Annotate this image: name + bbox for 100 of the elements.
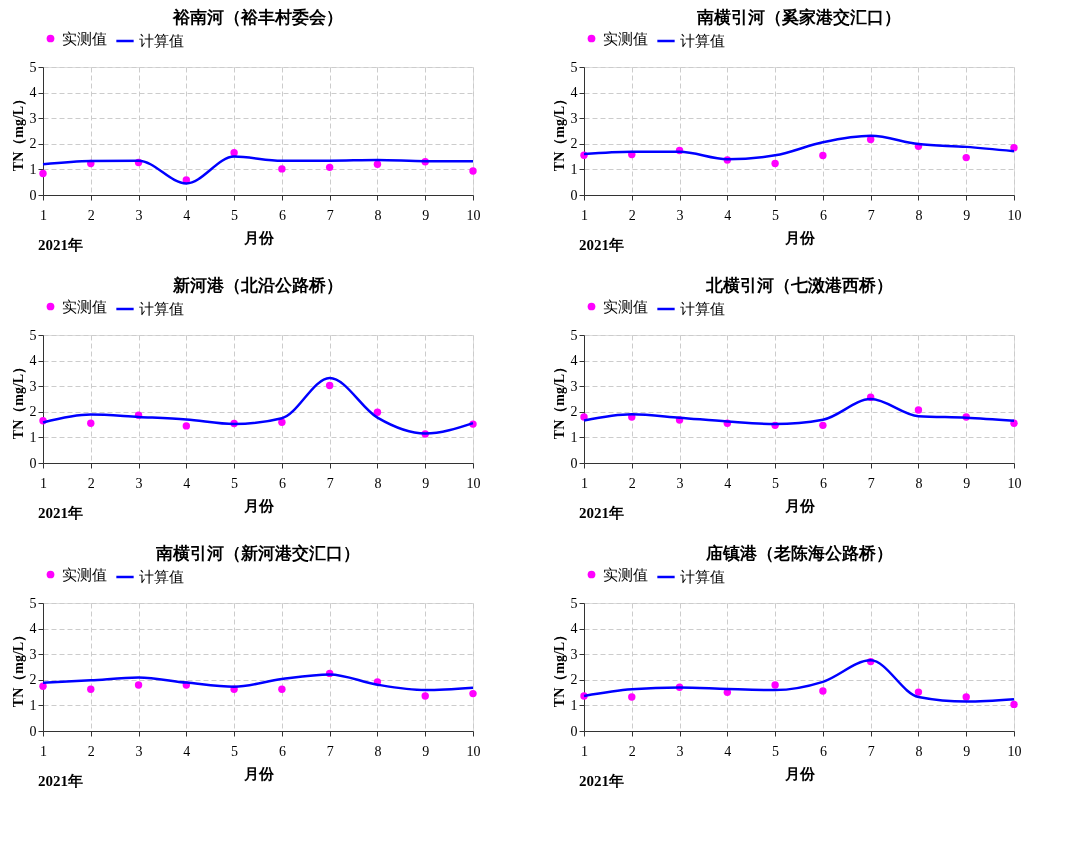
x-tick-label: 7: [326, 207, 334, 223]
y-tick-label: 0: [29, 187, 37, 203]
legend-label: 实测值: [603, 30, 648, 47]
x-tick-label: 7: [326, 475, 334, 491]
text: 2021年: [579, 505, 624, 521]
y-tick-label: 2: [29, 136, 37, 152]
x-tick-label: 9: [963, 475, 971, 491]
y-tick-label: 4: [29, 621, 37, 637]
x-tick-label: 9: [963, 207, 971, 223]
chart-title: 裕南河（裕丰村委会）: [172, 8, 343, 27]
x-tick-label: 4: [183, 475, 191, 491]
y-tick-label: 2: [29, 404, 37, 420]
x-tick-label: 10: [1007, 207, 1022, 223]
x-tick-label: 6: [278, 475, 286, 491]
x-tick-label: 5: [231, 743, 239, 759]
x-tick-label: 3: [676, 743, 684, 759]
x-tick-label: 7: [867, 743, 875, 759]
legend-label: 计算值: [680, 569, 725, 585]
x-axis-title: 月份: [242, 229, 275, 246]
point: [1010, 700, 1018, 709]
point: [628, 693, 636, 701]
legend-label: 实测值: [62, 30, 107, 47]
x-tick-label: 3: [135, 743, 143, 759]
chart-title: 北横引河（七滧港西桥）: [704, 276, 893, 295]
point: [87, 685, 95, 693]
y-tick-label: 4: [29, 353, 37, 369]
text: 2021年: [579, 237, 624, 253]
y-tick-label: 3: [570, 646, 578, 662]
x-axis-title: 月份: [242, 765, 275, 782]
x-tick-label: 6: [278, 743, 286, 759]
text: 2021年: [38, 773, 83, 789]
x-axis-title: 月份: [783, 229, 816, 246]
y-tick-label: 1: [29, 161, 37, 177]
y-tick-label: 0: [29, 723, 37, 739]
y-tick-label: 5: [29, 327, 37, 343]
y-tick-label: 1: [29, 697, 37, 713]
point: [469, 689, 477, 698]
point: [469, 167, 477, 175]
x-tick-label: 9: [422, 475, 430, 491]
y-tick-label: 2: [570, 672, 578, 688]
y-tick-label: 5: [29, 595, 37, 611]
y-tick-label: 3: [570, 110, 578, 126]
x-tick-label: 3: [676, 475, 684, 491]
x-tick-label: 4: [183, 207, 191, 223]
text: 2021年: [38, 505, 83, 521]
x-tick-label: 7: [326, 743, 334, 759]
y-tick-label: 5: [570, 59, 578, 75]
point: [819, 421, 827, 430]
y-axis-title: TN（mg/L）: [10, 627, 26, 708]
x-axis-title: 月份: [783, 765, 816, 782]
x-axis-title: 月份: [783, 497, 816, 514]
y-tick-label: 4: [29, 85, 37, 101]
y-axis-title: TN（mg/L）: [10, 359, 26, 440]
point: [580, 413, 588, 421]
y-tick-label: 2: [570, 404, 578, 420]
y-tick-label: 1: [570, 697, 578, 713]
point: [1010, 143, 1018, 152]
point: [39, 169, 47, 178]
x-tick-label: 6: [819, 207, 827, 223]
x-tick-label: 2: [87, 743, 95, 759]
x-tick-label: 1: [581, 207, 588, 223]
chart-title: 新河港（北沿公路桥）: [172, 276, 343, 295]
point: [278, 165, 286, 173]
x-tick-label: 9: [422, 743, 430, 759]
point: [421, 692, 429, 700]
x-tick-label: 2: [628, 475, 636, 491]
x-tick-label: 3: [135, 207, 143, 223]
legend-label: 实测值: [62, 566, 107, 583]
y-tick-label: 1: [570, 429, 578, 445]
y-tick-label: 3: [570, 378, 578, 394]
x-tick-label: 5: [231, 207, 239, 223]
y-tick-label: 1: [29, 429, 37, 445]
point: [819, 151, 827, 160]
x-tick-label: 7: [867, 207, 875, 223]
y-tick-label: 1: [570, 161, 578, 177]
chart-title: 南横引河（新河港交汇口）: [155, 544, 360, 563]
point: [325, 163, 334, 172]
x-tick-label: 6: [819, 743, 827, 759]
x-tick-label: 8: [915, 475, 923, 491]
x-tick-label: 1: [40, 475, 47, 491]
y-tick-label: 0: [570, 723, 578, 739]
point: [962, 693, 970, 701]
x-tick-label: 6: [819, 475, 827, 491]
x-tick-label: 4: [183, 743, 191, 759]
point: [819, 687, 827, 695]
point: [373, 160, 382, 168]
y-tick-label: 3: [29, 110, 37, 126]
y-axis-title: TN（mg/L）: [551, 627, 567, 708]
x-tick-label: 10: [466, 475, 481, 491]
legend-label: 实测值: [603, 566, 648, 583]
legend-label: 计算值: [139, 569, 184, 585]
x-tick-label: 5: [231, 475, 239, 491]
y-axis-title: TN（mg/L）: [551, 91, 567, 172]
x-tick-label: 8: [374, 475, 382, 491]
x-tick-label: 7: [867, 475, 875, 491]
x-tick-label: 3: [676, 207, 684, 223]
x-tick-label: 10: [466, 743, 481, 759]
y-tick-label: 5: [570, 327, 578, 343]
x-axis-title: 月份: [242, 497, 275, 514]
legend-label: 计算值: [680, 33, 725, 49]
